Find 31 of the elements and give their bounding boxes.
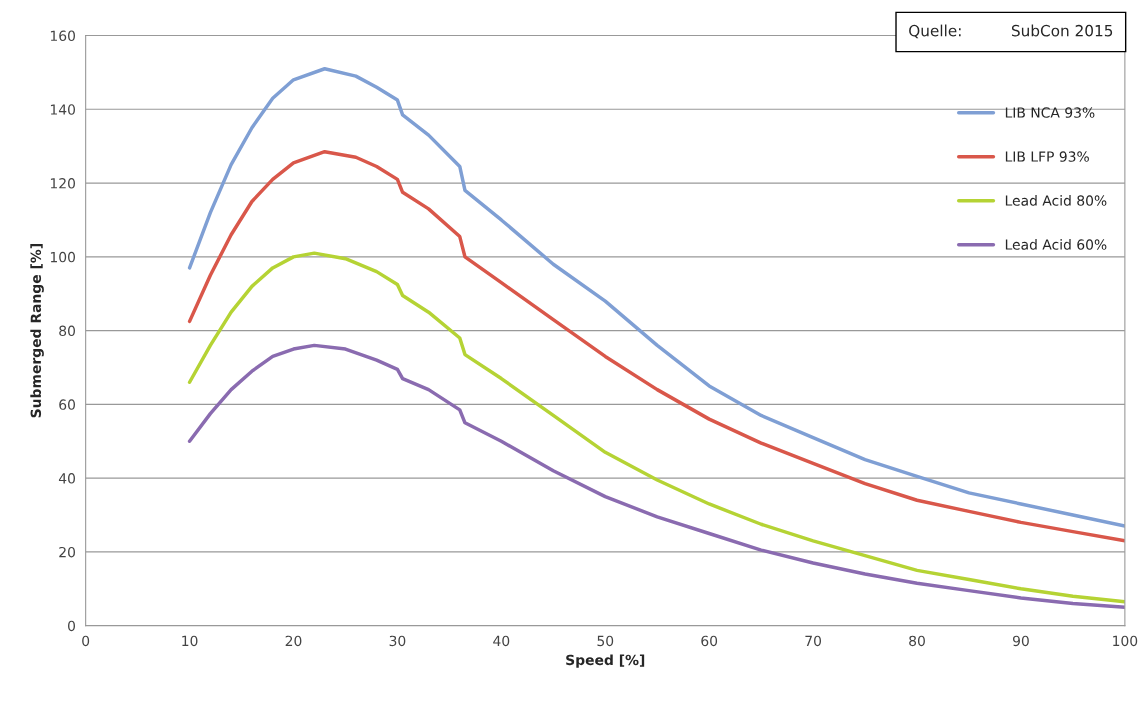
x-tick-label: 50 bbox=[597, 635, 614, 647]
y-tick-label: 40 bbox=[58, 473, 76, 484]
y-tick-label: 120 bbox=[50, 178, 75, 189]
y-tick-label: 140 bbox=[50, 104, 75, 115]
y-tick-label: 0 bbox=[68, 620, 76, 632]
x-tick-label: 80 bbox=[909, 635, 925, 647]
x-tick-label: 0 bbox=[82, 635, 90, 647]
y-tick-label: 80 bbox=[59, 325, 76, 337]
x-tick-label: 10 bbox=[182, 635, 198, 647]
line-series bbox=[187, 67, 1125, 528]
y-axis-title: Submerged Range [%] bbox=[30, 244, 44, 418]
y-tick-label: 60 bbox=[59, 399, 76, 410]
legend-label: Lead Acid 60% bbox=[1005, 239, 1107, 250]
line-series bbox=[187, 251, 1125, 604]
x-tick-label: 40 bbox=[493, 635, 510, 647]
x-tick-label: 60 bbox=[701, 635, 718, 647]
x-tick-label: 30 bbox=[389, 635, 406, 647]
y-tick-label: 100 bbox=[50, 251, 75, 263]
annotation: Quelle: SubCon 2015 bbox=[909, 24, 1113, 39]
y-tick-label: 20 bbox=[59, 546, 76, 558]
x-axis-title: Speed [%] bbox=[566, 654, 645, 668]
x-tick-label: 70 bbox=[805, 635, 822, 647]
x-tick-label: 90 bbox=[1012, 635, 1029, 647]
line-series bbox=[187, 343, 1125, 609]
x-tick-label: 100 bbox=[1113, 635, 1138, 647]
legend-label: LIB NCA 93% bbox=[1005, 107, 1095, 118]
legend-label: LIB LFP 93% bbox=[1005, 151, 1089, 162]
x-tick-label: 20 bbox=[285, 635, 302, 647]
legend-label: Lead Acid 80% bbox=[1005, 195, 1107, 206]
y-tick-label: 160 bbox=[50, 30, 75, 42]
line-series bbox=[187, 149, 1125, 543]
